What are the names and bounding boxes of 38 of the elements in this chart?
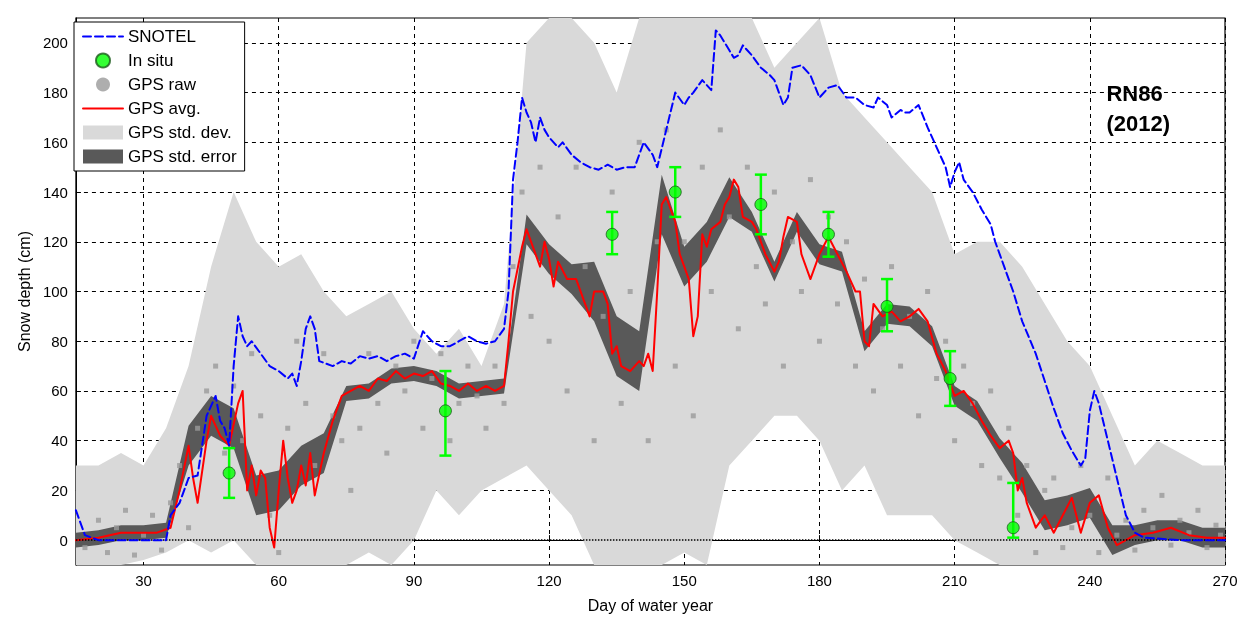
point [943,372,957,386]
y-axis-title: Snow depth (cm) [15,231,33,352]
point [222,466,236,480]
x-tick-label: 30 [135,572,152,589]
y-tick-label: 100 [42,283,68,300]
y-tick-label: 200 [42,34,68,52]
x-tick-label: 270 [1212,572,1238,589]
point [821,227,835,241]
x-tick-label: 240 [1077,572,1103,589]
legend-label: SNOTEL [128,27,197,46]
point [668,185,682,199]
x-axis-title: Day of water year [587,596,714,614]
x-tick-label: 150 [671,572,697,589]
y-tick-label: 0 [59,531,68,549]
point [438,404,452,418]
x-tick-label: 180 [806,572,832,589]
y-tick-label: 160 [42,133,68,151]
annotation: RN86 (2012) [1106,80,1170,136]
y-tick-label: 60 [51,382,68,400]
x-tick-label: 90 [405,572,423,589]
y-tick-label: 80 [51,332,68,350]
point [880,299,894,313]
y-tick-label: 120 [42,233,68,251]
y-tick-label: 140 [42,183,68,201]
x-tick-label: 120 [536,572,562,589]
y-tick-label: 180 [42,84,68,102]
y-tick-label: 40 [51,432,68,450]
legend-label: GPS std. error [128,147,237,166]
legend-label: GPS avg. [128,99,201,118]
y-tick-label: 20 [51,481,68,499]
legend-label: GPS raw [128,75,197,94]
point [1006,521,1020,535]
legend-label: GPS std. dev. [128,123,232,142]
point [754,197,768,211]
point [605,227,619,241]
x-tick-label: 60 [270,572,288,589]
x-tick-label: 210 [942,572,968,589]
legend-label: In situ [128,51,174,70]
